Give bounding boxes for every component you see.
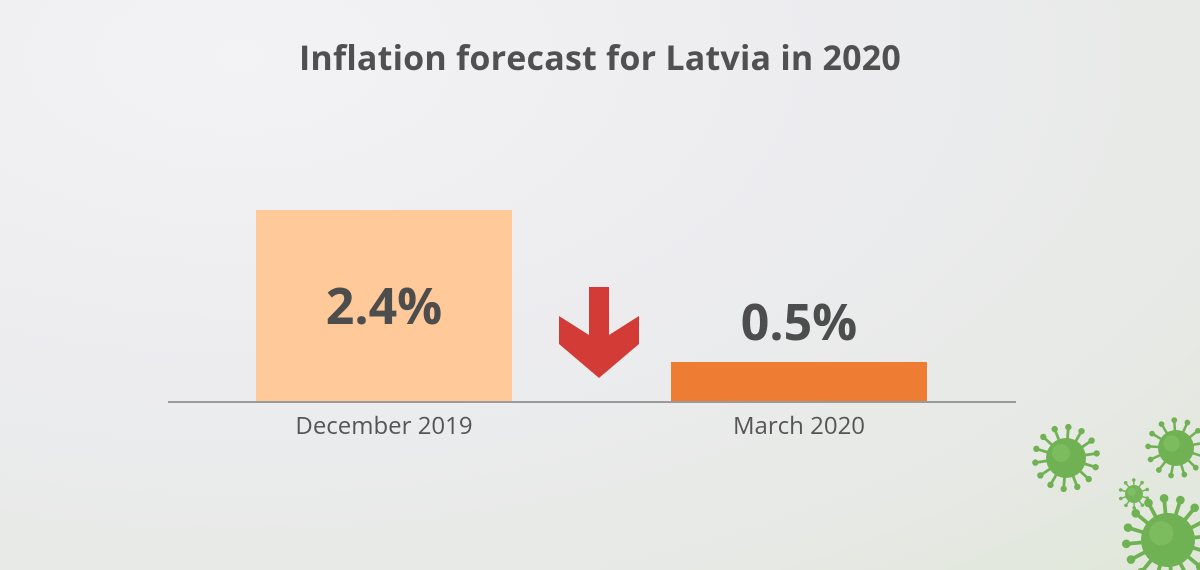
data-label-2: 0.5% (741, 287, 857, 355)
labels-layer: 2.4% December 2019 0.5% March 2020 (295, 271, 865, 442)
x-tick-label-2: March 2020 (733, 409, 865, 442)
bar-2 (671, 362, 927, 402)
chart-title: Inflation forecast for Latvia in 2020 (298, 34, 902, 80)
virus-icon (1145, 417, 1200, 479)
down-arrow-icon (559, 287, 639, 378)
data-label-1: 2.4% (326, 271, 442, 339)
x-tick-label-1: December 2019 (295, 409, 472, 442)
virus-icon (1118, 478, 1150, 510)
virus-decorations (1032, 417, 1200, 570)
virus-icon (1122, 494, 1200, 570)
bars-layer (256, 210, 927, 402)
virus-icon (1032, 423, 1100, 493)
bar-1 (256, 210, 512, 402)
